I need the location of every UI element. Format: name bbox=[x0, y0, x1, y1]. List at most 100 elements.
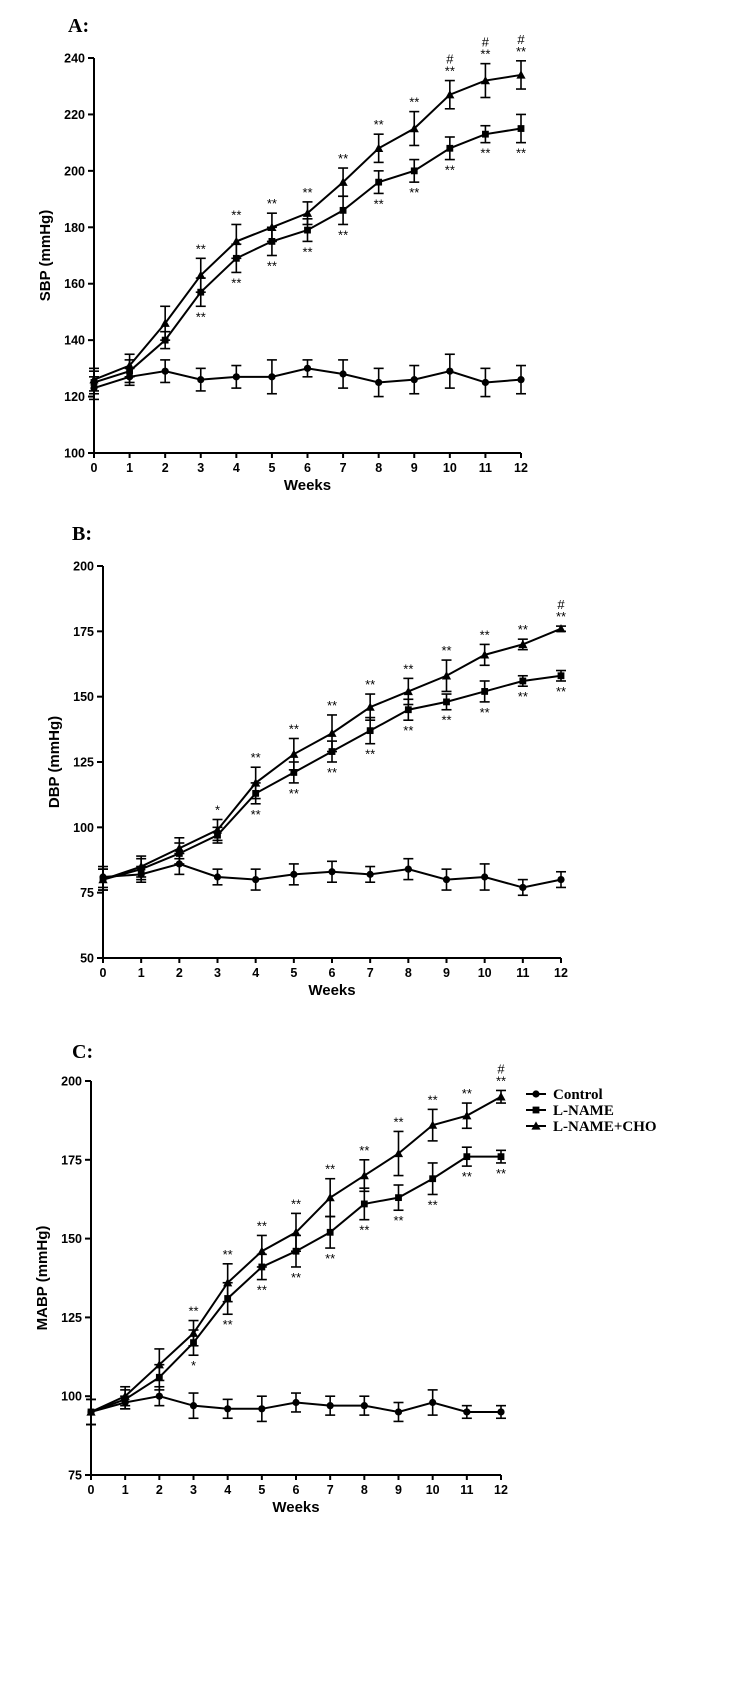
series-group-1 bbox=[98, 852, 566, 897]
data-point bbox=[189, 1402, 198, 1410]
panel-label: A: bbox=[68, 15, 89, 37]
data-point bbox=[446, 144, 454, 152]
data-point bbox=[441, 671, 452, 680]
significance-marker: ** bbox=[291, 1196, 301, 1211]
y-tick-label: 100 bbox=[73, 821, 94, 835]
x-tick-label: 2 bbox=[156, 1483, 163, 1497]
significance-marker: ** bbox=[462, 1169, 472, 1184]
data-point bbox=[232, 373, 240, 381]
legend-marker bbox=[531, 1121, 541, 1130]
x-tick-label: 4 bbox=[252, 966, 259, 980]
significance-marker: ** bbox=[480, 47, 490, 62]
series-l-name-cho bbox=[86, 1089, 506, 1426]
x-tick-label: 5 bbox=[290, 966, 297, 980]
significance-marker: ** bbox=[196, 241, 206, 256]
x-tick-label: 8 bbox=[361, 1483, 368, 1497]
significance-marker: ** bbox=[480, 146, 490, 161]
data-point bbox=[393, 1148, 404, 1158]
significance-marker: ** bbox=[393, 1213, 403, 1228]
x-tick-label: 10 bbox=[426, 1483, 440, 1497]
data-point bbox=[196, 270, 206, 279]
y-tick-label: 240 bbox=[64, 52, 85, 66]
data-point bbox=[518, 639, 528, 649]
data-point bbox=[517, 376, 525, 384]
y-axis-title: DBP (mmHg) bbox=[46, 716, 63, 808]
data-point bbox=[463, 1153, 471, 1161]
significance-marker: ** bbox=[365, 677, 375, 692]
data-point bbox=[302, 208, 313, 217]
data-point bbox=[517, 125, 525, 132]
series-control bbox=[86, 1385, 506, 1426]
series-group-1 bbox=[89, 353, 526, 401]
data-point bbox=[290, 769, 298, 776]
x-tick-label: 5 bbox=[268, 461, 275, 475]
significance-marker: ** bbox=[267, 196, 277, 211]
data-point bbox=[394, 1408, 403, 1416]
significance-marker: ** bbox=[462, 1086, 472, 1101]
significance-marker: ** bbox=[393, 1114, 403, 1129]
significance-marker: ** bbox=[516, 146, 526, 161]
data-point bbox=[303, 364, 312, 372]
series-l-name bbox=[86, 1146, 506, 1426]
data-point bbox=[409, 123, 419, 133]
legend-marker bbox=[532, 1090, 540, 1098]
data-point bbox=[497, 1153, 505, 1161]
y-axis-title: MABP (mmHg) bbox=[34, 1226, 51, 1331]
y-tick-label: 160 bbox=[64, 277, 85, 291]
data-point bbox=[213, 873, 222, 881]
x-tick-label: 1 bbox=[138, 966, 145, 980]
data-point bbox=[481, 688, 489, 695]
data-point bbox=[359, 1170, 369, 1180]
data-point bbox=[291, 1227, 301, 1236]
data-point bbox=[136, 861, 146, 871]
data-point bbox=[231, 236, 241, 246]
significance-marker: ** bbox=[359, 1223, 369, 1238]
data-point bbox=[519, 883, 527, 892]
y-tick-label: 120 bbox=[64, 390, 85, 404]
x-tick-label: 4 bbox=[233, 461, 240, 475]
data-point bbox=[446, 367, 454, 375]
significance-marker: ** bbox=[428, 1197, 438, 1212]
significance-marker: ** bbox=[325, 1251, 335, 1266]
significance-marker: ** bbox=[445, 163, 455, 178]
significance-marker: ** bbox=[231, 275, 241, 290]
y-tick-label: 50 bbox=[80, 952, 94, 966]
panel-label: B: bbox=[72, 523, 92, 545]
significance-marker: ** bbox=[257, 1283, 267, 1298]
significance-marker: ** bbox=[338, 151, 348, 166]
x-tick-label: 5 bbox=[258, 1483, 265, 1497]
data-point bbox=[304, 226, 311, 234]
data-point bbox=[442, 876, 451, 884]
significance-marker: ** bbox=[327, 765, 337, 780]
significance-marker: ** bbox=[257, 1218, 267, 1233]
data-point bbox=[252, 876, 260, 884]
x-axis-title: Weeks bbox=[308, 982, 355, 999]
data-point bbox=[224, 1405, 232, 1413]
x-tick-label: 8 bbox=[405, 966, 412, 980]
data-point bbox=[375, 378, 383, 387]
x-tick-label: 1 bbox=[122, 1483, 129, 1497]
significance-marker: ** bbox=[445, 64, 455, 79]
legend-marker bbox=[532, 1106, 540, 1114]
significance-marker: ** bbox=[441, 713, 451, 728]
significance-marker: ** bbox=[556, 684, 566, 699]
x-tick-label: 0 bbox=[91, 461, 98, 475]
significance-marker: ** bbox=[338, 227, 348, 242]
y-tick-label: 200 bbox=[73, 560, 94, 574]
y-tick-label: 75 bbox=[80, 886, 94, 900]
data-point bbox=[375, 178, 383, 186]
data-point bbox=[497, 1408, 505, 1416]
data-point bbox=[360, 1200, 368, 1208]
data-point bbox=[480, 75, 491, 85]
legend-label: L-NAME+CHO bbox=[553, 1119, 657, 1135]
x-tick-label: 4 bbox=[224, 1483, 231, 1497]
data-point bbox=[557, 672, 565, 680]
y-axis-title: SBP (mmHg) bbox=[37, 210, 54, 301]
x-tick-label: 9 bbox=[411, 461, 418, 475]
x-tick-label: 7 bbox=[367, 966, 374, 980]
y-tick-label: 180 bbox=[64, 221, 85, 235]
data-point bbox=[289, 749, 299, 758]
